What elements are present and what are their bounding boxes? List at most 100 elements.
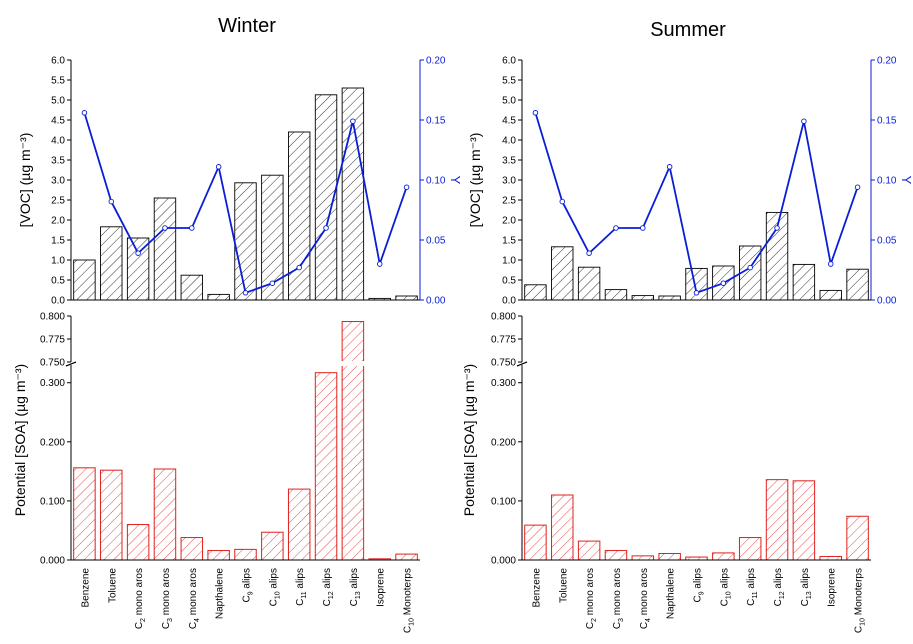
summer-voc-tick-label: 2.0 bbox=[502, 216, 516, 227]
summer-soa-bar bbox=[765, 479, 789, 561]
summer-soa-bar bbox=[577, 540, 601, 561]
winter-soa-bar-upper bbox=[341, 321, 365, 363]
winter-yield-point bbox=[242, 290, 249, 296]
summer-voc-tick-label: 1.0 bbox=[502, 256, 516, 267]
winter-voc-ylabel: [VOC] (µg m⁻³) bbox=[17, 133, 33, 228]
summer-yield-tick-label: 0.05 bbox=[877, 236, 897, 247]
summer-soa-bar bbox=[792, 480, 816, 561]
summer-voc-ylabel: [VOC] (µg m⁻³) bbox=[467, 133, 483, 228]
summer-soa-bar bbox=[738, 537, 762, 561]
summer-voc-tick-label: 4.5 bbox=[502, 116, 516, 127]
summer-voc-tick-label: 1.5 bbox=[502, 236, 516, 247]
winter-yield-point bbox=[108, 198, 115, 205]
summer-category-label: C3 mono aros bbox=[612, 568, 625, 629]
summer-soa-tick-label: 0.750 bbox=[491, 358, 516, 369]
summer-yield-tick-label: 0.10 bbox=[877, 176, 897, 187]
winter-voc-tick-label: 4.5 bbox=[51, 116, 65, 127]
summer-yield-point bbox=[854, 184, 861, 190]
winter-soa-tick-label: 0.800 bbox=[40, 312, 65, 323]
summer-category-label: C9 alips bbox=[693, 568, 706, 603]
summer-category-label: C10 alips bbox=[719, 568, 732, 606]
summer-category-label: C13 alips bbox=[800, 568, 813, 606]
summer-voc-bar bbox=[577, 266, 601, 301]
summer-category-label: C12 alips bbox=[773, 568, 786, 606]
winter-voc-bar bbox=[180, 274, 203, 301]
winter-voc-tick-label: 0.5 bbox=[51, 276, 65, 287]
winter-category-label: C13 alips bbox=[349, 568, 362, 606]
summer-yield-ylabel: Y bbox=[899, 176, 913, 185]
summer-voc-bar bbox=[524, 284, 547, 301]
summer-voc-bar bbox=[658, 295, 681, 301]
summer-title: Summer bbox=[650, 19, 726, 41]
winter-voc-bar bbox=[395, 295, 418, 301]
winter-soa-bar bbox=[180, 537, 204, 561]
winter-voc-tick-label: 3.5 bbox=[51, 156, 65, 167]
winter-soa-bar bbox=[234, 548, 257, 561]
summer-yield-tick-label: 0.00 bbox=[877, 296, 897, 307]
winter-yield-point bbox=[189, 225, 195, 231]
summer-yield-point bbox=[827, 261, 834, 267]
summer-category-label: Benzene bbox=[531, 568, 542, 608]
summer-yield-point bbox=[640, 225, 646, 231]
summer-yield-point bbox=[666, 164, 673, 170]
winter-category-label: C10 alips bbox=[268, 568, 281, 606]
summer-soa-tick-label: 0.100 bbox=[491, 496, 516, 507]
winter-soa-bar bbox=[287, 488, 311, 561]
summer-voc-bar bbox=[551, 246, 574, 301]
winter-yield-point bbox=[350, 118, 356, 124]
winter-soa-tick-label: 0.775 bbox=[40, 335, 65, 346]
summer-category-label: C10 Monoterps bbox=[854, 568, 867, 633]
winter-yield-ylabel: Y bbox=[448, 176, 463, 185]
winter-yield-tick-label: 0.10 bbox=[426, 176, 446, 187]
winter-soa-bar bbox=[261, 531, 284, 561]
winter-voc-tick-label: 2.0 bbox=[51, 216, 65, 227]
summer-voc-tick-label: 6.0 bbox=[502, 56, 516, 67]
winter-soa-bar-break bbox=[341, 361, 365, 366]
summer-yield-point bbox=[801, 118, 807, 124]
summer-category-label: Napthalene bbox=[666, 568, 677, 620]
winter-category-label: Napthalene bbox=[215, 568, 226, 620]
summer-category-label: C4 mono aros bbox=[639, 568, 652, 629]
summer-soa-tick-label: 0.775 bbox=[491, 335, 516, 346]
winter-soa-tick-label: 0.750 bbox=[40, 358, 65, 369]
summer-voc-tick-label: 3.0 bbox=[502, 176, 516, 187]
winter-voc-bar bbox=[73, 259, 96, 301]
summer-panel: 0.0 0.5 1.0 1.5 2.0 2.5 3.0 3.5 4.0 4.5 5.0 5.5 6.0 0… bbox=[491, 56, 897, 634]
winter-yield-point bbox=[323, 225, 329, 231]
winter-voc-tick-label: 3.0 bbox=[51, 176, 65, 187]
winter-yield-point bbox=[215, 164, 222, 170]
summer-soa-bar bbox=[631, 555, 655, 561]
summer-axis-break-mark bbox=[516, 361, 528, 367]
winter-yield-point bbox=[403, 184, 410, 190]
summer-voc-tick-label: 3.5 bbox=[502, 156, 516, 167]
summer-soa-bar bbox=[658, 553, 681, 561]
winter-voc-bar bbox=[100, 226, 123, 301]
winter-soa-bar bbox=[207, 550, 230, 561]
summer-soa-tick-label: 0.000 bbox=[491, 556, 516, 567]
summer-soa-tick-label: 0.200 bbox=[491, 437, 516, 448]
summer-category-label: C2 mono aros bbox=[585, 568, 598, 629]
summer-voc-tick-label: 2.5 bbox=[502, 196, 516, 207]
summer-category-label: Toluene bbox=[558, 568, 569, 603]
winter-voc-tick-label: 1.5 bbox=[51, 236, 65, 247]
winter-voc-tick-label: 6.0 bbox=[51, 56, 65, 67]
winter-soa-bar bbox=[126, 524, 150, 561]
winter-yield-tick-label: 0.15 bbox=[426, 116, 446, 127]
winter-soa-ylabel: Potential [SOA] (µg m⁻³) bbox=[12, 364, 28, 516]
summer-voc-bar bbox=[819, 289, 842, 301]
winter-soa-bar bbox=[314, 372, 338, 561]
winter-voc-bar bbox=[234, 182, 257, 301]
winter-category-label: Benzene bbox=[80, 568, 91, 608]
winter-voc-tick-label: 0.0 bbox=[51, 296, 65, 307]
summer-soa-bar bbox=[846, 515, 869, 561]
winter-voc-tick-label: 1.0 bbox=[51, 256, 65, 267]
summer-yield-point bbox=[693, 290, 700, 296]
winter-soa-bar bbox=[100, 469, 123, 561]
summer-voc-bar bbox=[631, 295, 654, 301]
winter-axis-break-mark bbox=[65, 361, 77, 367]
summer-soa-bar bbox=[524, 524, 547, 561]
winter-voc-bar bbox=[207, 293, 230, 301]
winter-yield-point bbox=[81, 110, 88, 116]
winter-category-label: C11 alips bbox=[295, 568, 308, 606]
summer-soa-bar bbox=[551, 494, 574, 561]
